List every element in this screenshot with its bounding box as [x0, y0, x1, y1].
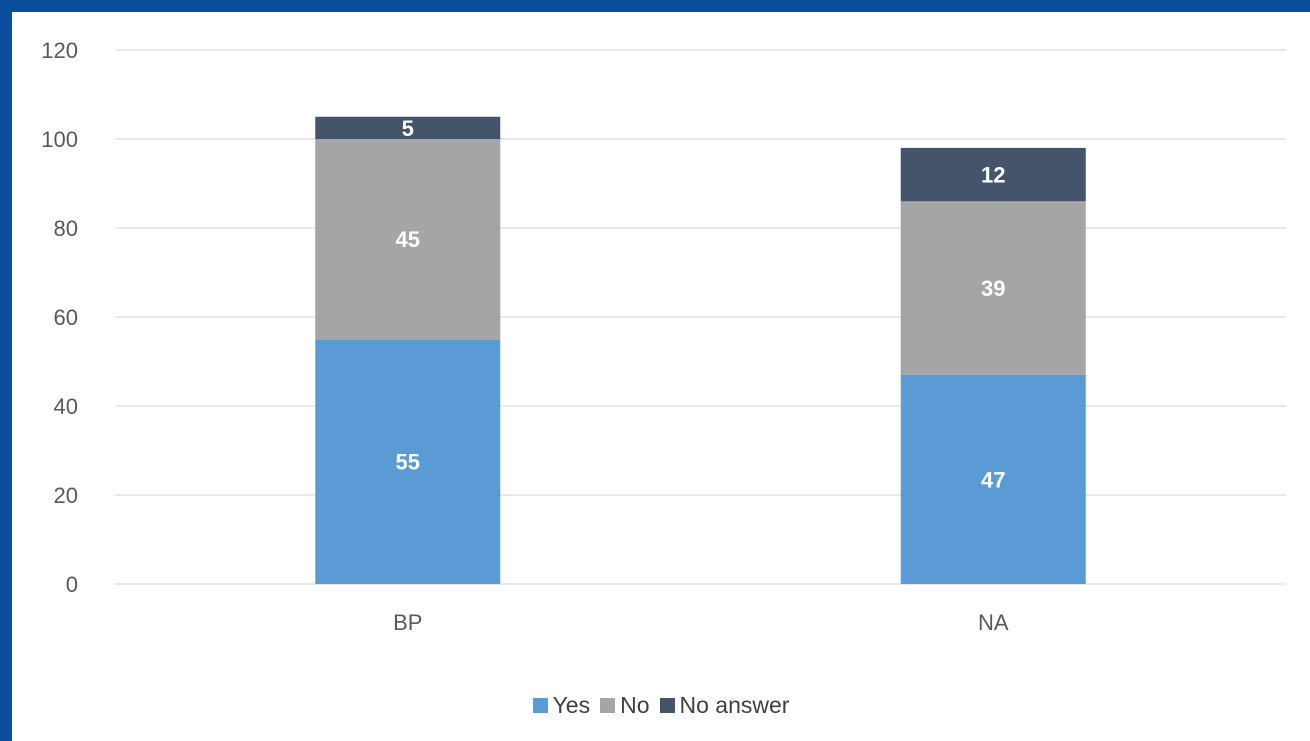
y-tick-label: 120 — [41, 38, 78, 63]
data-label: 12 — [981, 163, 1005, 188]
stacked-bar-chart: 0 20 40 60 80 100 120 55 45 5 BP 47 39 12 NA — [41, 38, 1286, 635]
legend-label: Yes — [552, 692, 591, 718]
y-tick-label: 80 — [54, 216, 78, 241]
data-label: 5 — [402, 116, 414, 141]
legend-item: No — [600, 692, 650, 719]
legend: Yes No No answer — [12, 692, 1310, 719]
y-tick-label: 60 — [54, 305, 78, 330]
bar-yes — [315, 339, 501, 584]
data-label: 47 — [981, 467, 1005, 492]
legend-label: No — [620, 692, 650, 718]
y-tick-label: 0 — [66, 572, 78, 597]
y-tick-label: 40 — [54, 394, 78, 419]
data-label: 39 — [981, 276, 1005, 301]
legend-label: No answer — [679, 692, 790, 718]
data-label: 45 — [396, 227, 420, 252]
chart-container: 0 20 40 60 80 100 120 55 45 5 BP 47 39 12 NA Yes No No a… — [12, 12, 1310, 741]
bar-no-answer — [315, 116, 501, 139]
bar-no — [900, 201, 1086, 375]
legend-swatch — [532, 698, 548, 713]
legend-item: No answer — [659, 692, 790, 719]
bar-no-answer — [900, 147, 1086, 202]
legend-swatch — [659, 698, 675, 713]
legend-swatch — [600, 698, 616, 713]
x-tick-label: BP — [393, 610, 422, 635]
legend-item: Yes — [532, 692, 591, 719]
y-tick-label: 20 — [54, 483, 78, 508]
bar-yes — [900, 374, 1086, 584]
x-tick-label: NA — [978, 610, 1009, 635]
bar-no — [315, 139, 501, 340]
data-label: 55 — [396, 450, 420, 475]
y-tick-label: 100 — [41, 127, 78, 152]
